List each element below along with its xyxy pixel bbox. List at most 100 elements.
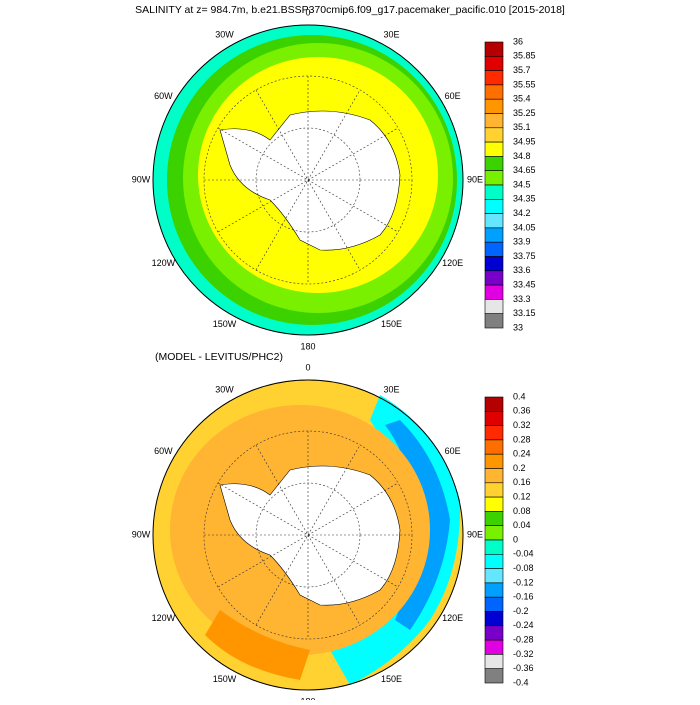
colorbar-box — [484, 553, 504, 569]
colorbar-label: 34.5 — [513, 179, 531, 189]
longitude-label: 180 — [300, 341, 315, 351]
colorbar-label: 33 — [513, 322, 523, 332]
map-bottom — [152, 379, 464, 691]
colorbar-box — [484, 156, 504, 171]
colorbar-label: 35.1 — [513, 122, 531, 132]
colorbar-box — [484, 396, 504, 412]
colorbar-label: 34.8 — [513, 151, 531, 161]
longitude-label: 90E — [467, 174, 483, 184]
title: SALINITY at z= 984.7m, b.e21.BSSP370cmip… — [135, 4, 565, 16]
colorbar-label: -0.04 — [513, 549, 534, 559]
colorbar-label: 35.7 — [513, 65, 531, 75]
colorbar-box — [484, 410, 504, 426]
colorbar-label: -0.2 — [513, 606, 529, 616]
colorbar-label: 0.36 — [513, 406, 531, 416]
subtitle: (MODEL - LEVITUS/PHC2) — [155, 351, 283, 363]
colorbar-box — [484, 582, 504, 598]
colorbar-box — [484, 568, 504, 584]
longitude-label: 120E — [442, 258, 463, 268]
colorbar-box — [484, 654, 504, 670]
colorbar-label: 36 — [513, 36, 523, 46]
colorbar-label: 35.55 — [513, 79, 536, 89]
colorbar-label: -0.12 — [513, 577, 534, 587]
longitude-label: 120W — [152, 258, 176, 268]
colorbar-label: 34.95 — [513, 136, 536, 146]
colorbar-box — [484, 468, 504, 484]
colorbar-label: -0.24 — [513, 620, 534, 630]
colorbar-label: 34.35 — [513, 194, 536, 204]
colorbar-label: 33.75 — [513, 251, 536, 261]
colorbar-box — [484, 596, 504, 612]
colorbar-label: 34.05 — [513, 222, 536, 232]
longitude-label: 150W — [213, 674, 237, 684]
colorbar-box — [484, 482, 504, 498]
colorbar-box — [484, 213, 504, 229]
colorbar-label: 0.2 — [513, 463, 526, 473]
colorbar-box — [484, 199, 504, 214]
colorbar-label: 0.12 — [513, 491, 531, 501]
colorbar-box — [484, 241, 504, 257]
longitude-label: 60W — [154, 446, 173, 456]
colorbar-box — [484, 55, 504, 71]
longitude-label: 60E — [445, 91, 461, 101]
colorbar-label: -0.28 — [513, 634, 534, 644]
colorbar-label: -0.32 — [513, 649, 534, 659]
colorbar-label: 35.85 — [513, 51, 536, 61]
colorbar-label: 0.16 — [513, 477, 531, 487]
colorbar-box — [484, 453, 504, 469]
colorbar-box — [484, 313, 504, 329]
longitude-label: 90E — [467, 529, 483, 539]
colorbar-box — [484, 41, 504, 57]
colorbar-box — [484, 284, 504, 300]
colorbar-box — [484, 170, 504, 186]
longitude-label: 90W — [132, 529, 151, 539]
colorbar-label: 33.15 — [513, 308, 536, 318]
longitude-label: 180 — [300, 696, 315, 700]
colorbar-box — [484, 84, 504, 100]
longitude-label: 0 — [305, 362, 310, 372]
colorbar-box — [484, 668, 504, 684]
colorbar-box — [484, 184, 504, 200]
colorbar-box — [484, 511, 504, 526]
longitude-label: 150E — [381, 319, 402, 329]
colorbar-label: 0.04 — [513, 520, 531, 530]
longitude-label: 150E — [381, 674, 402, 684]
colorbar-box — [484, 70, 504, 86]
longitude-label: 120E — [442, 613, 463, 623]
colorbar-label: 0.4 — [513, 391, 526, 401]
colorbar-label: 33.3 — [513, 294, 531, 304]
colorbar-label: 0.08 — [513, 506, 531, 516]
longitude-label: 0 — [305, 7, 310, 17]
colorbar-box — [484, 525, 504, 541]
longitude-label: 30E — [383, 385, 399, 395]
colorbar-box — [484, 299, 504, 314]
longitude-label: 60E — [445, 446, 461, 456]
colorbar-label: 33.9 — [513, 237, 531, 247]
colorbar-box — [484, 425, 504, 441]
colorbar-label: -0.16 — [513, 592, 534, 602]
colorbar-label: 0.28 — [513, 434, 531, 444]
colorbar-label: -0.4 — [513, 677, 529, 687]
colorbar-label: 35.25 — [513, 108, 536, 118]
longitude-label: 90W — [132, 174, 151, 184]
colorbar-box — [484, 98, 504, 114]
colorbar-box — [484, 611, 504, 627]
longitude-label: 120W — [152, 613, 176, 623]
longitude-label: 30E — [383, 30, 399, 40]
colorbar-box — [484, 113, 504, 129]
map-top — [152, 24, 464, 336]
colorbar-box — [484, 141, 504, 157]
colorbar-box — [484, 227, 504, 243]
colorbar-box — [484, 639, 504, 655]
colorbar-box — [484, 270, 504, 286]
colorbar-box — [484, 127, 504, 143]
colorbar-box — [484, 496, 504, 512]
colorbar-label: -0.36 — [513, 663, 534, 673]
colorbar-label: -0.08 — [513, 563, 534, 573]
colorbar-box — [484, 625, 504, 641]
colorbar-box — [484, 539, 504, 555]
longitude-label: 150W — [213, 319, 237, 329]
colorbar-label: 34.65 — [513, 165, 536, 175]
colorbar-box — [484, 439, 504, 455]
